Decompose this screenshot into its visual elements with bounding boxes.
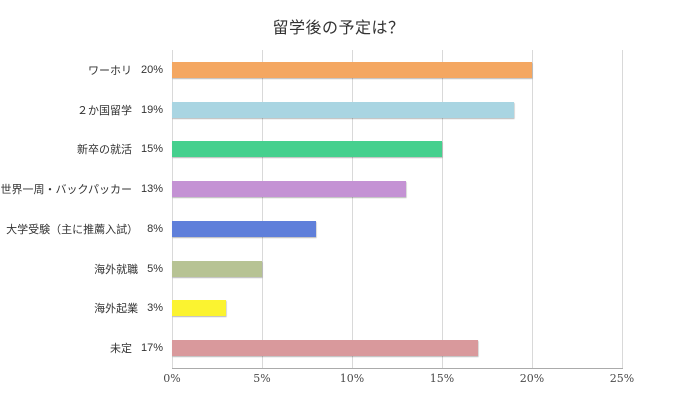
gridline: [352, 50, 353, 368]
category-label: 海外就職 5%: [0, 249, 163, 289]
bar-row: ワーホリ 20%: [0, 50, 677, 90]
chart-title: 留学後の予定は？: [272, 20, 405, 37]
bar: [172, 340, 478, 357]
category-value: 15%: [140, 143, 163, 156]
category-label: ワーホリ 20%: [0, 50, 163, 90]
category-value: 20%: [140, 63, 163, 76]
x-tick-label: 20%: [519, 372, 545, 385]
bar-row: 世界一周・バックパッカー 13%: [0, 169, 677, 209]
category-value: 13%: [140, 183, 163, 196]
gridline: [532, 50, 533, 368]
x-tick-label: 15%: [429, 372, 455, 385]
bar: [172, 141, 442, 158]
bar: [172, 300, 226, 317]
gridline: [622, 50, 623, 368]
category-name: 海外起業: [94, 303, 139, 316]
bar: [172, 260, 262, 277]
category-name: 大学受験（主に推薦入試）: [6, 223, 139, 236]
bar-row: 大学受験（主に推薦入試） 8%: [0, 209, 677, 249]
bar: [172, 181, 406, 198]
bar-row: 海外起業 3%: [0, 289, 677, 329]
category-label: ２か国留学 19%: [0, 90, 163, 130]
category-label: 大学受験（主に推薦入試） 8%: [0, 209, 163, 249]
category-name: 新卒の就活: [76, 144, 132, 157]
category-label: 新卒の就活 15%: [0, 130, 163, 170]
category-label: 海外起業 3%: [0, 289, 163, 329]
bar-row: 未定 17%: [0, 328, 677, 368]
gridline: [442, 50, 443, 368]
x-tick-label: 25%: [609, 372, 635, 385]
category-value: 3%: [147, 302, 163, 315]
bar-row: 海外就職 5%: [0, 249, 677, 289]
plot-area: [172, 50, 623, 368]
x-tick-label: 5%: [253, 372, 271, 385]
bar-row: 新卒の就活 15%: [0, 130, 677, 170]
category-name: ２か国留学: [76, 104, 132, 117]
x-tick-label: 0%: [163, 372, 181, 385]
bar: [172, 61, 532, 78]
category-name: 未定: [109, 343, 132, 356]
x-tick-label: 10%: [339, 372, 365, 385]
category-name: ワーホリ: [87, 64, 132, 77]
category-value: 17%: [140, 342, 163, 355]
category-label: 世界一周・バックパッカー 13%: [0, 169, 163, 209]
bar: [172, 101, 514, 118]
category-name: 海外就職: [94, 263, 139, 276]
category-value: 19%: [140, 103, 163, 116]
category-value: 8%: [147, 222, 163, 235]
category-name: 世界一周・バックパッカー: [0, 184, 132, 197]
gridline: [172, 50, 173, 368]
category-value: 5%: [147, 262, 163, 275]
category-label: 未定 17%: [0, 328, 163, 368]
bar-row: ２か国留学 19%: [0, 90, 677, 130]
gridline: [262, 50, 263, 368]
bar: [172, 220, 316, 237]
x-axis-line: [172, 368, 623, 369]
